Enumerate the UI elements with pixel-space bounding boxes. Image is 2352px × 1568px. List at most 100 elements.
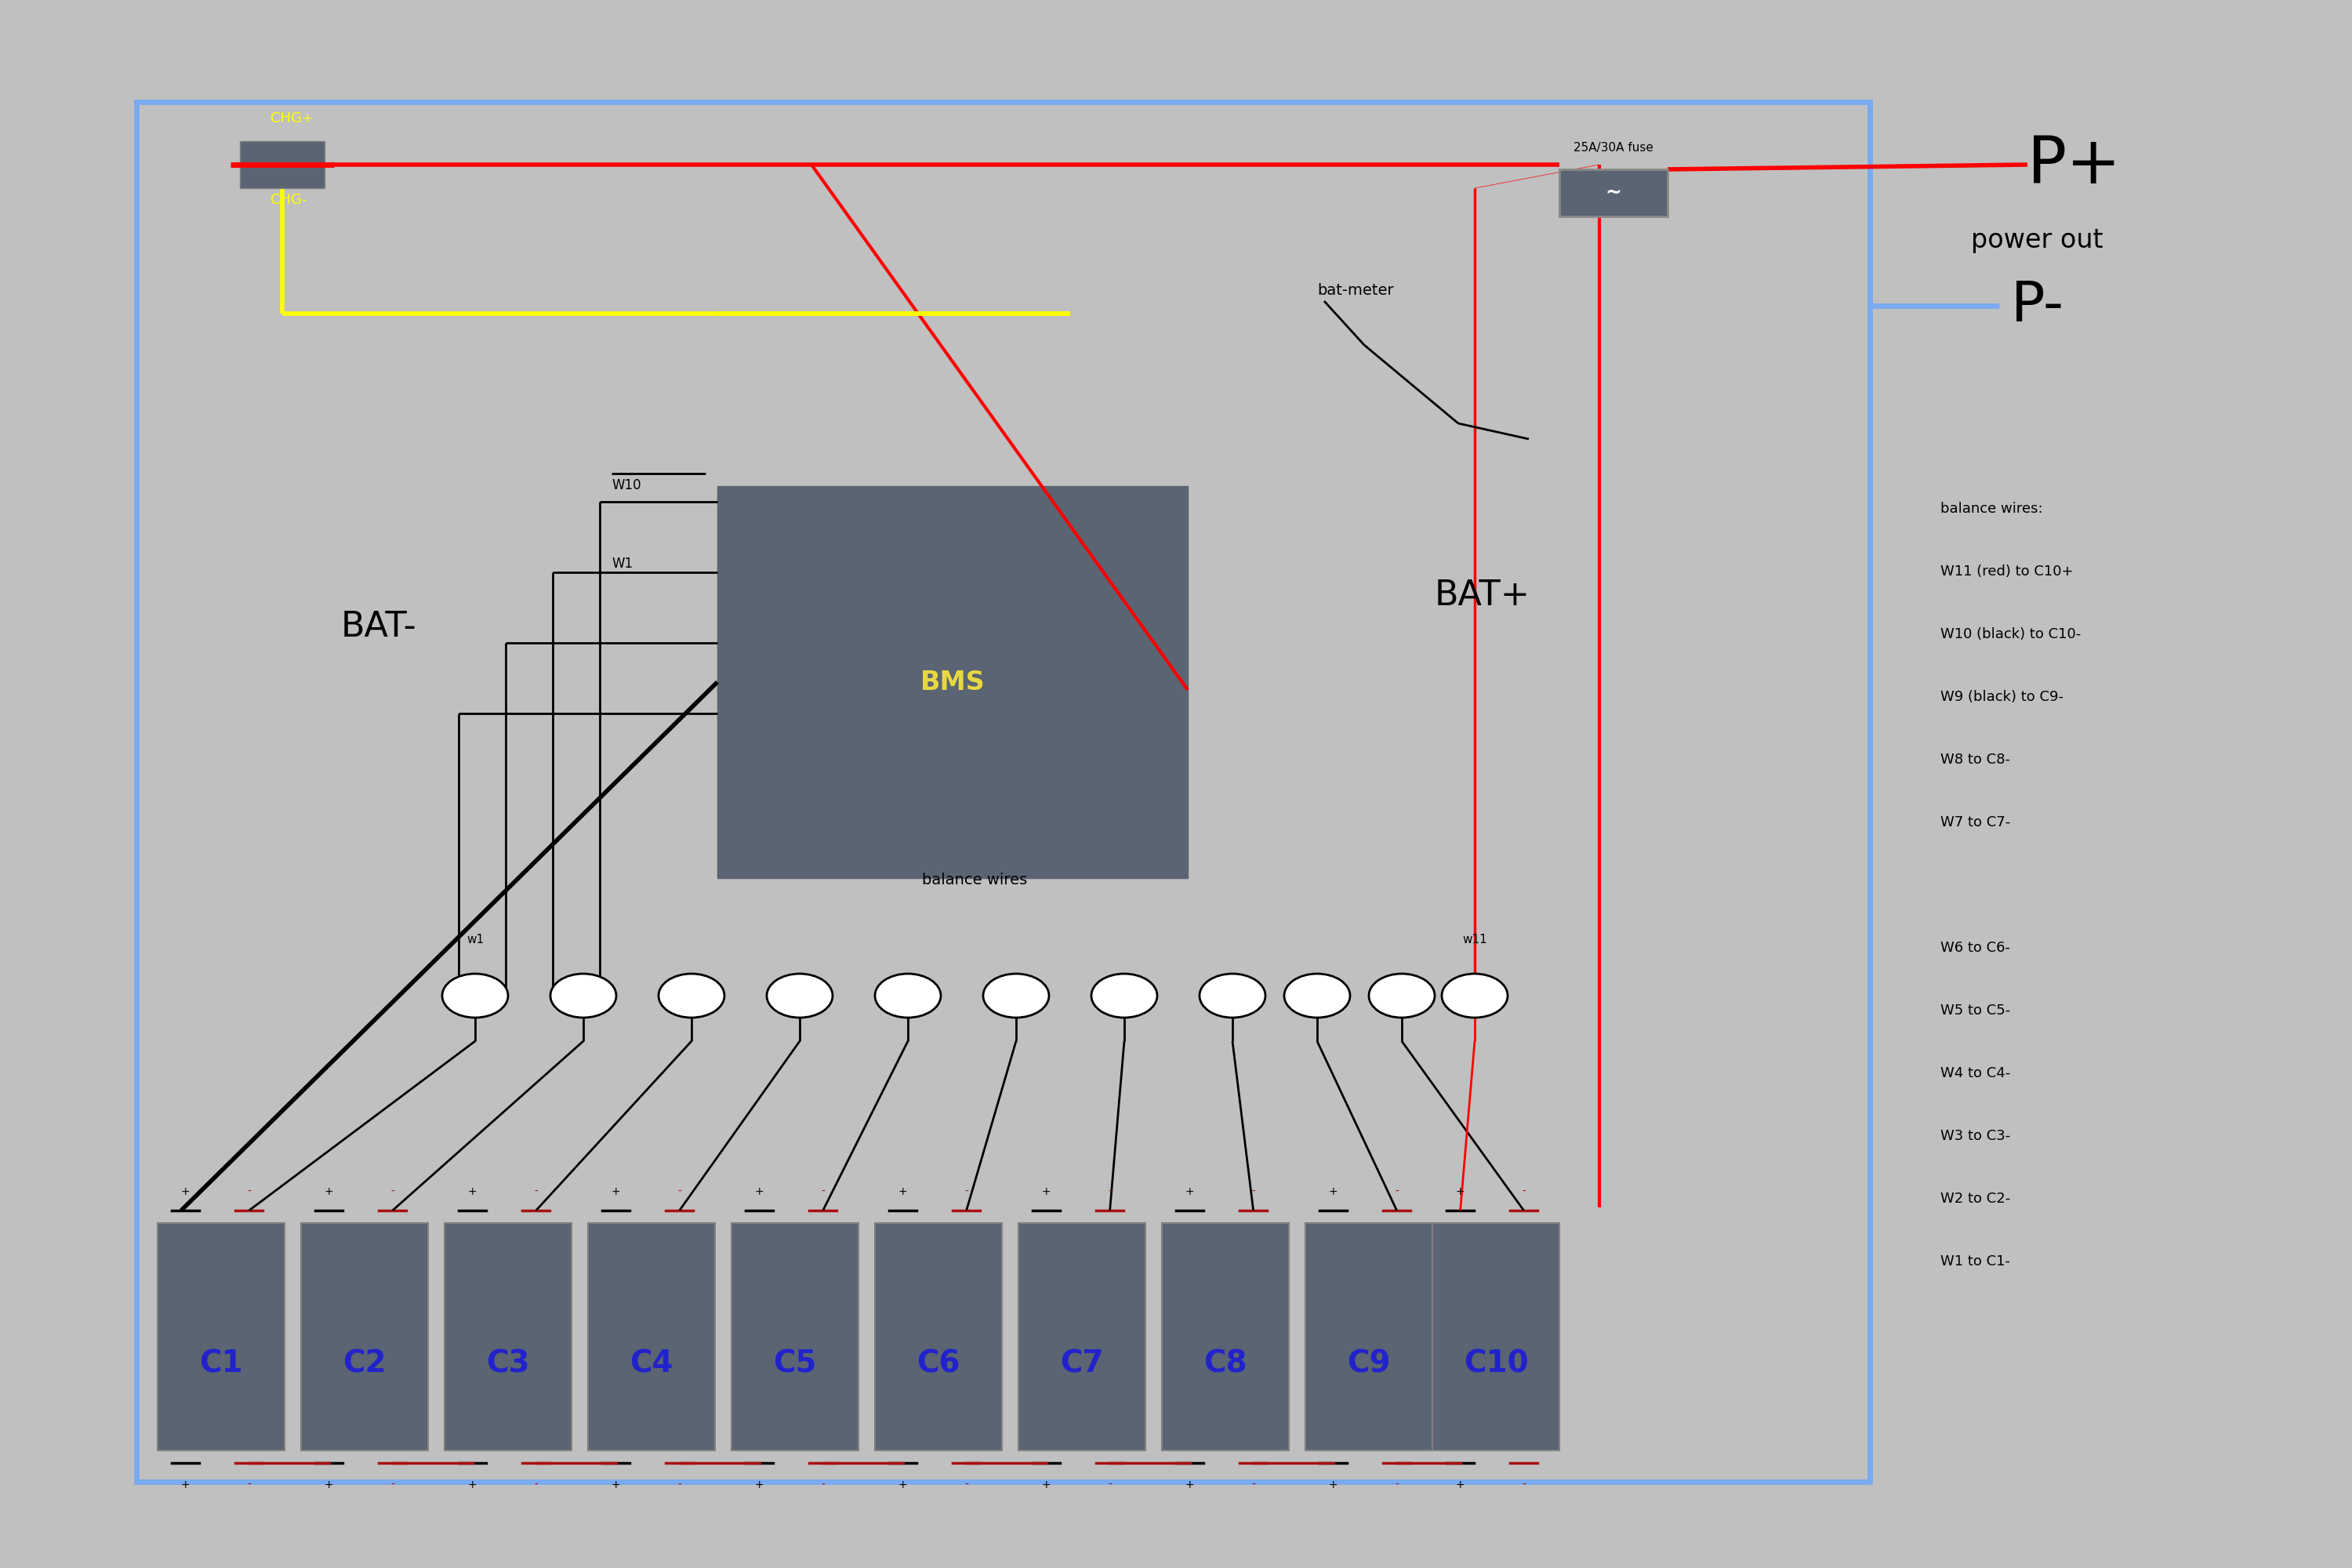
Text: balance wires: balance wires: [922, 872, 1028, 887]
Text: -: -: [1522, 1187, 1526, 1198]
Bar: [731, 1223, 858, 1450]
Text: C3: C3: [487, 1348, 529, 1378]
Text: -: -: [247, 1187, 252, 1198]
Text: W1 to C1-: W1 to C1-: [1940, 1254, 2011, 1269]
Circle shape: [767, 974, 833, 1018]
Text: +: +: [1042, 1187, 1051, 1198]
Text: W10 (black) to C10-: W10 (black) to C10-: [1940, 627, 2082, 641]
Text: -: -: [534, 1480, 539, 1490]
Text: C5: C5: [774, 1348, 816, 1378]
Text: -: -: [677, 1480, 682, 1490]
Text: -: -: [677, 1187, 682, 1198]
Text: +: +: [1329, 1187, 1338, 1198]
Text: W7 to C7-: W7 to C7-: [1940, 815, 2011, 829]
Bar: [875, 1223, 1002, 1450]
Text: C9: C9: [1348, 1348, 1390, 1378]
Circle shape: [1369, 974, 1435, 1018]
Text: W2 to C2-: W2 to C2-: [1940, 1192, 2011, 1206]
Circle shape: [1091, 974, 1157, 1018]
Text: -: -: [1251, 1480, 1256, 1490]
Text: +: +: [898, 1187, 908, 1198]
Bar: [1432, 1223, 1559, 1450]
Text: W1: W1: [612, 557, 633, 571]
Text: W6 to C6-: W6 to C6-: [1940, 941, 2011, 955]
Text: +: +: [468, 1187, 477, 1198]
Bar: [1305, 1223, 1432, 1450]
Circle shape: [1284, 974, 1350, 1018]
Circle shape: [1442, 974, 1508, 1018]
Text: -: -: [1108, 1187, 1112, 1198]
Bar: [240, 141, 325, 188]
Text: w1: w1: [466, 933, 485, 946]
Text: -: -: [821, 1187, 826, 1198]
Bar: [1162, 1223, 1289, 1450]
Text: C10: C10: [1463, 1348, 1529, 1378]
Bar: [1018, 1223, 1145, 1450]
Text: +: +: [1456, 1480, 1465, 1490]
Text: BAT+: BAT+: [1435, 579, 1531, 613]
Text: C2: C2: [343, 1348, 386, 1378]
Text: balance wires:: balance wires:: [1940, 502, 2044, 516]
Text: 25A/30A fuse: 25A/30A fuse: [1573, 143, 1653, 154]
Text: -: -: [1108, 1480, 1112, 1490]
Text: +: +: [1456, 1187, 1465, 1198]
Text: +: +: [468, 1480, 477, 1490]
Text: W5 to C5-: W5 to C5-: [1940, 1004, 2011, 1018]
Text: W8 to C8-: W8 to C8-: [1940, 753, 2011, 767]
Bar: [717, 486, 1188, 878]
Text: +: +: [898, 1480, 908, 1490]
Bar: [445, 1223, 572, 1450]
Text: +: +: [612, 1480, 621, 1490]
Text: P-: P-: [2011, 279, 2065, 332]
Text: -: -: [247, 1480, 252, 1490]
Text: -: -: [964, 1187, 969, 1198]
Text: +: +: [325, 1187, 334, 1198]
Bar: [588, 1223, 715, 1450]
Circle shape: [550, 974, 616, 1018]
Text: +: +: [755, 1187, 764, 1198]
Circle shape: [659, 974, 724, 1018]
Text: power out: power out: [1971, 227, 2103, 252]
Text: -: -: [1395, 1480, 1399, 1490]
Circle shape: [1200, 974, 1265, 1018]
Text: CHG-: CHG-: [270, 193, 306, 207]
Text: +: +: [181, 1480, 191, 1490]
Bar: [1559, 169, 1668, 216]
Text: +: +: [1329, 1480, 1338, 1490]
Text: BAT-: BAT-: [341, 610, 416, 644]
Text: +: +: [1185, 1480, 1195, 1490]
Circle shape: [442, 974, 508, 1018]
Text: +: +: [325, 1480, 334, 1490]
Text: P+: P+: [2027, 133, 2122, 196]
Text: +: +: [1042, 1480, 1051, 1490]
Text: C6: C6: [917, 1348, 960, 1378]
Text: W11 (red) to C10+: W11 (red) to C10+: [1940, 564, 2074, 579]
Text: W3 to C3-: W3 to C3-: [1940, 1129, 2011, 1143]
Text: C7: C7: [1061, 1348, 1103, 1378]
Text: CHG+: CHG+: [270, 111, 313, 125]
Bar: [136, 102, 1870, 1482]
Text: C1: C1: [200, 1348, 242, 1378]
Text: ~: ~: [1606, 183, 1621, 202]
Text: W9 (black) to C9-: W9 (black) to C9-: [1940, 690, 2063, 704]
Text: -: -: [1395, 1187, 1399, 1198]
Text: +: +: [181, 1187, 191, 1198]
Text: -: -: [390, 1480, 395, 1490]
Circle shape: [983, 974, 1049, 1018]
Text: W4 to C4-: W4 to C4-: [1940, 1066, 2011, 1080]
Text: C4: C4: [630, 1348, 673, 1378]
Text: -: -: [1251, 1187, 1256, 1198]
Text: +: +: [612, 1187, 621, 1198]
Text: -: -: [1522, 1480, 1526, 1490]
Text: w11: w11: [1463, 933, 1486, 946]
Text: -: -: [821, 1480, 826, 1490]
Text: +: +: [1185, 1187, 1195, 1198]
Bar: [301, 1223, 428, 1450]
Text: -: -: [964, 1480, 969, 1490]
Bar: [158, 1223, 285, 1450]
Text: C8: C8: [1204, 1348, 1247, 1378]
Text: +: +: [755, 1480, 764, 1490]
Text: W10: W10: [612, 478, 642, 492]
Text: -: -: [390, 1187, 395, 1198]
Text: bat-meter: bat-meter: [1317, 282, 1395, 298]
